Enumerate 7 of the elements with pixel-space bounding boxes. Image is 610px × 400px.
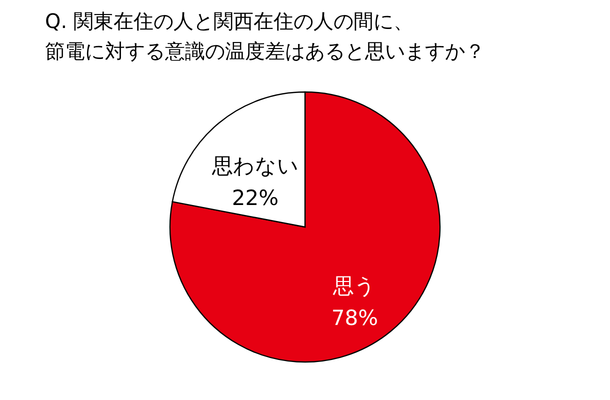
data-label: 78% bbox=[331, 306, 378, 330]
pie-slice bbox=[170, 91, 441, 362]
slice-label: 思わない bbox=[210, 154, 299, 178]
chart-title: Q. 関東在住の人と関西在住の人の間に、 bbox=[45, 9, 414, 33]
slice-label: 思う bbox=[332, 274, 376, 298]
chart-subtitle: 節電に対する意識の温度差はあると思いますか？ bbox=[45, 39, 485, 63]
data-label: 22% bbox=[232, 186, 279, 210]
